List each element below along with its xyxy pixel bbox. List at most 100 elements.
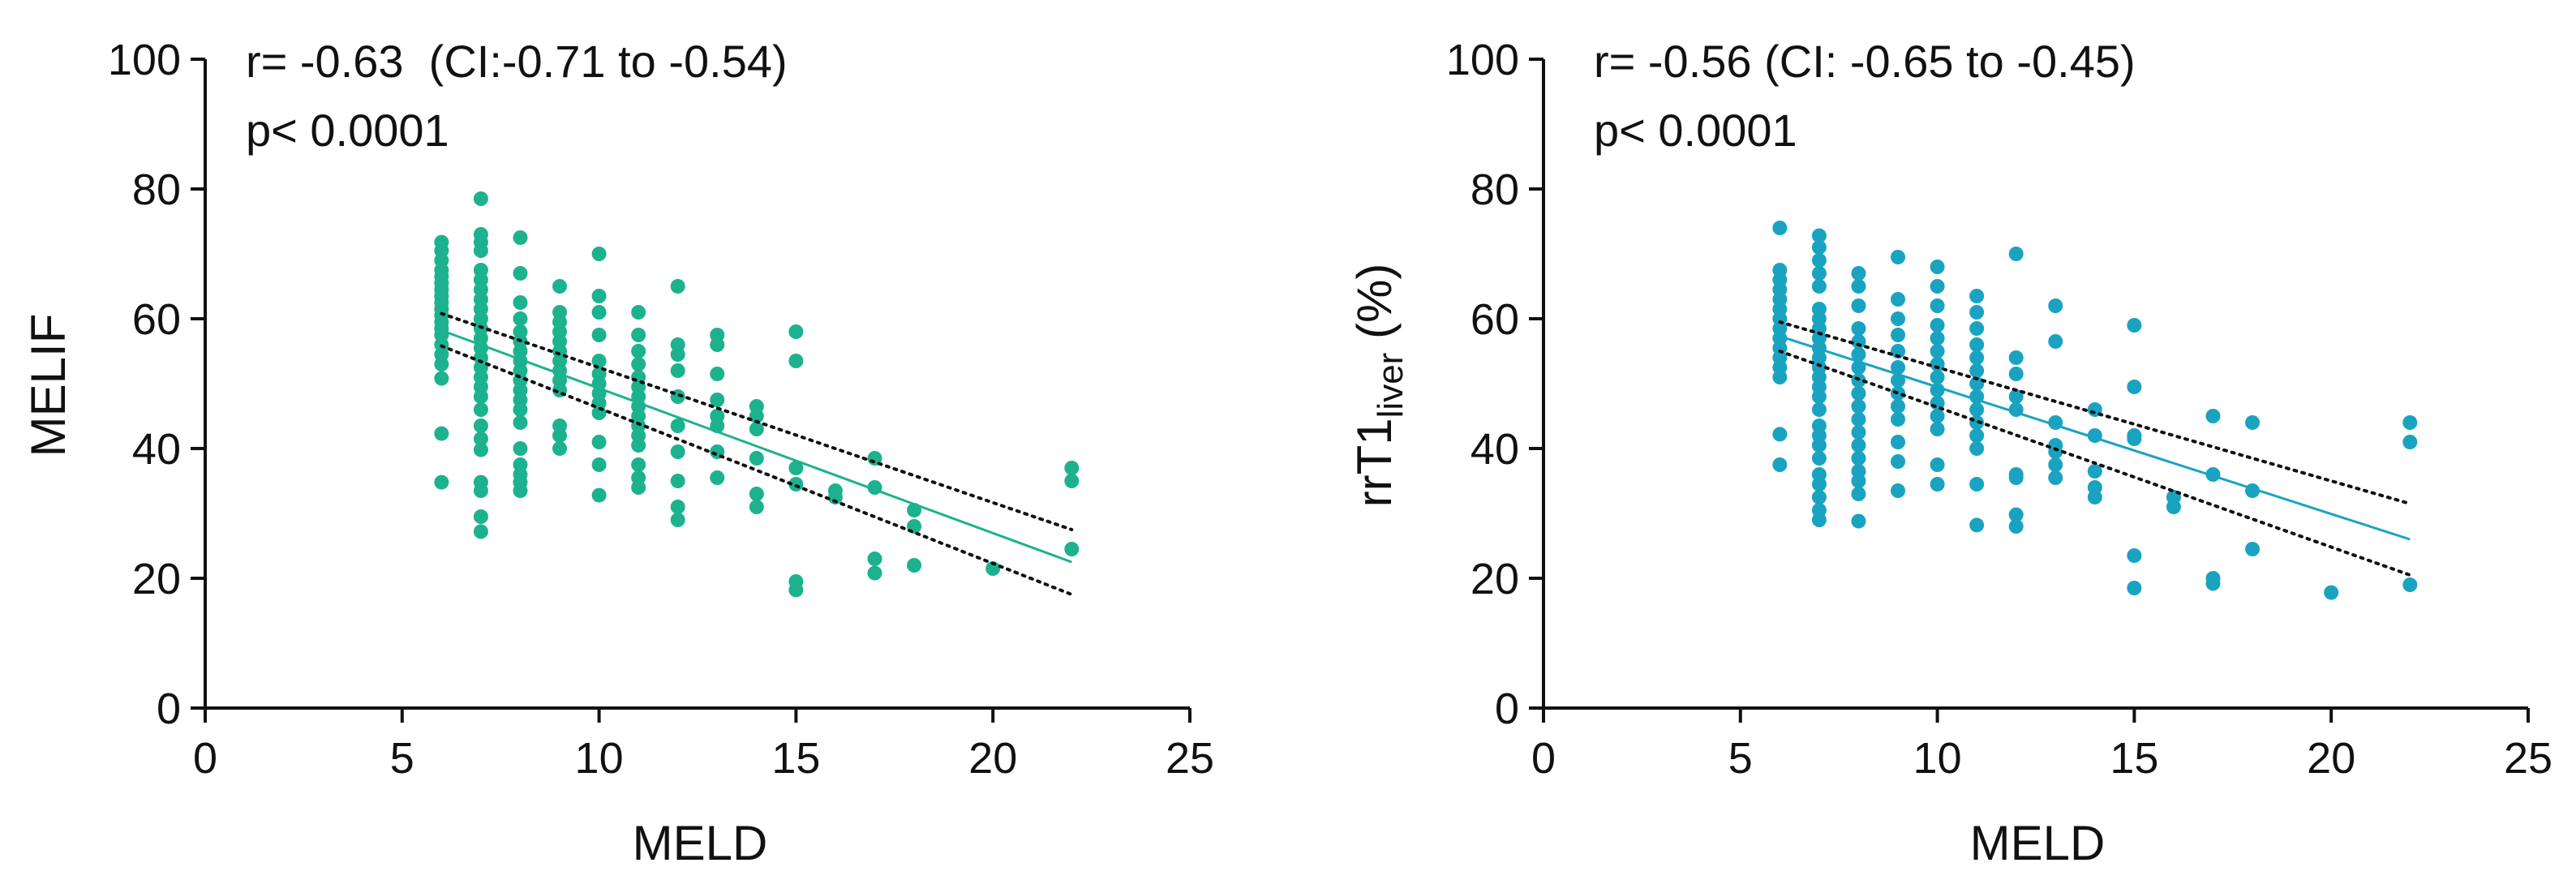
left-x-tick-label: 15 <box>771 734 820 783</box>
right-ci-lower-line <box>1778 350 2412 577</box>
left-data-point <box>788 477 804 492</box>
left-data-point <box>434 474 449 490</box>
right-data-point <box>1891 399 1906 414</box>
right-data-point <box>2127 548 2142 563</box>
left-data-point <box>631 457 646 472</box>
left-data-point <box>473 524 488 539</box>
left-data-point <box>670 513 685 527</box>
right-data-point <box>1851 513 1866 529</box>
left-x-tick-label: 0 <box>193 734 217 783</box>
right-data-point <box>1811 302 1827 316</box>
left-data-point <box>631 328 646 342</box>
left-data-point <box>749 487 764 501</box>
right-data-point <box>1811 253 1827 268</box>
left-data-point <box>552 305 568 320</box>
left-data-point <box>473 431 488 446</box>
right-y-tick-label: 0 <box>1495 685 1519 733</box>
left-data-point <box>631 344 646 358</box>
right-y-tick-label: 60 <box>1470 295 1519 344</box>
left-data-point <box>513 311 528 326</box>
right-data-point <box>1851 347 1866 362</box>
right-y-axis-title-tail: (%) <box>1347 264 1402 353</box>
left-annotation-p: p< 0.0001 <box>246 105 449 156</box>
left-data-point <box>434 426 449 441</box>
left-data-point <box>670 279 685 294</box>
left-data-point <box>473 402 488 417</box>
left-data-point <box>670 444 685 459</box>
right-ci-upper-line <box>1778 320 2412 505</box>
right-data-point <box>1811 419 1827 433</box>
right-data-point <box>1811 240 1827 255</box>
right-x-tick-label: 20 <box>2307 734 2355 783</box>
left-plot-area: 0 20 40 60 80 100 0 5 10 15 20 25 <box>108 36 1214 783</box>
left-data-point <box>867 552 882 566</box>
right-data-point <box>1891 344 1906 358</box>
left-data-point <box>788 354 804 368</box>
left-data-point <box>591 487 607 503</box>
right-data-point <box>2008 367 2024 381</box>
right-data-point <box>2205 409 2221 423</box>
right-data-point <box>1811 467 1827 482</box>
right-x-tick-label: 5 <box>1728 734 1753 783</box>
left-data-point <box>434 234 449 250</box>
right-data-point <box>1969 441 1985 456</box>
right-data-point <box>1811 266 1827 281</box>
right-data-point <box>1891 412 1906 427</box>
left-data-point <box>473 474 488 490</box>
left-data-point <box>1064 461 1080 475</box>
right-data-point <box>1851 266 1866 281</box>
right-data-point <box>1969 289 1985 303</box>
right-data-point <box>1969 517 1985 533</box>
right-data-point <box>1969 350 1985 365</box>
left-data-point <box>710 393 725 407</box>
right-data-point <box>2008 519 2024 534</box>
left-data-point <box>591 457 607 472</box>
right-data-point <box>2048 470 2063 485</box>
left-data-point <box>513 457 528 472</box>
left-data-point <box>985 561 1001 576</box>
left-data-point <box>591 247 607 261</box>
right-data-point <box>2245 542 2260 556</box>
left-data-point <box>473 191 488 206</box>
right-data-point <box>2048 334 2063 349</box>
left-data-point <box>473 442 488 457</box>
right-data-point <box>1891 360 1906 375</box>
left-data-point <box>827 483 843 498</box>
left-data-point <box>1064 542 1080 556</box>
left-ci-upper-line <box>440 311 1074 531</box>
left-x-tick-label: 25 <box>1166 734 1214 783</box>
right-data-point <box>2048 298 2063 313</box>
left-data-point <box>473 263 488 277</box>
left-data-point <box>513 266 528 281</box>
right-data-point <box>1930 370 1945 384</box>
left-data-point <box>631 470 646 485</box>
right-data-point <box>1930 260 1945 274</box>
right-data-point <box>1851 438 1866 453</box>
right-data-point <box>1851 487 1866 501</box>
left-data-point <box>513 230 528 245</box>
left-data-point <box>513 295 528 310</box>
right-data-point <box>1891 311 1906 326</box>
right-data-point <box>1811 503 1827 517</box>
right-data-point <box>1851 412 1866 427</box>
right-data-point <box>2008 507 2024 522</box>
right-data-point <box>2127 380 2142 394</box>
left-data-point <box>591 435 607 449</box>
right-data-point <box>2245 415 2260 430</box>
left-data-point <box>552 419 568 433</box>
right-data-point <box>2402 577 2418 592</box>
right-data-point <box>1969 428 1985 443</box>
right-data-point <box>2008 467 2024 482</box>
right-data-point <box>2324 585 2339 600</box>
right-x-axis-title: MELD <box>1970 816 2106 870</box>
left-x-tick-label: 5 <box>390 734 414 783</box>
left-x-tick-label: 10 <box>575 734 624 783</box>
right-data-point <box>1811 490 1827 504</box>
right-annotation-r: r= -0.56 (CI: -0.65 to -0.45) <box>1594 36 2136 87</box>
left-data-point <box>552 441 568 456</box>
right-data-point <box>1969 376 1985 391</box>
panel-right: r= -0.56 (CI: -0.65 to -0.45) p< 0.0001 … <box>1347 36 2552 870</box>
right-y-tick-label: 20 <box>1470 555 1519 603</box>
left-y-tick-label: 0 <box>157 685 181 733</box>
